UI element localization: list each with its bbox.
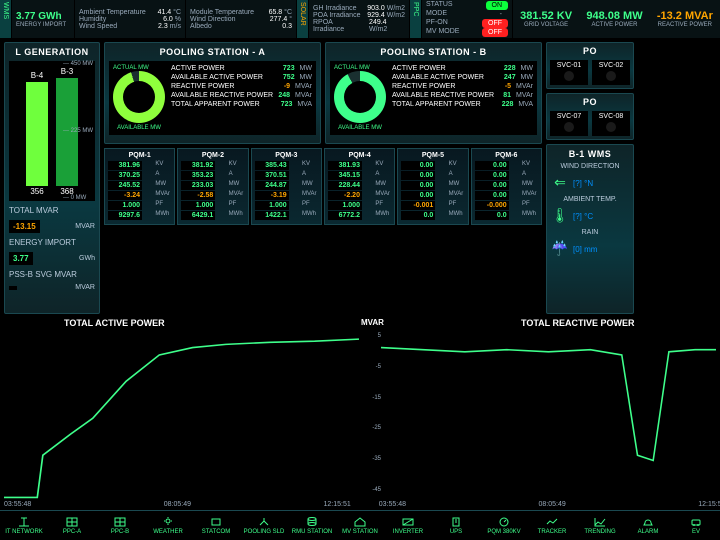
cyl-icon: [305, 516, 319, 528]
pool-stat: AVAILABLE ACTIVE POWER247 MW: [392, 74, 533, 81]
active-chart-title: TOTAL ACTIVE POWER: [64, 318, 165, 328]
trend-icon: [593, 516, 607, 528]
svc-indicator[interactable]: SVC-08: [592, 111, 630, 136]
donut-chart: [334, 71, 386, 123]
svc-indicator[interactable]: SVC-07: [550, 111, 588, 136]
wms-title: B-1 WMS: [551, 149, 629, 159]
network-icon: [17, 516, 31, 528]
pqm-card[interactable]: PQM-50.00KV0.00A0.00MW0.00MVAr-0.001PF0.…: [397, 148, 468, 225]
nav-mv-station[interactable]: MV STATION: [336, 511, 384, 540]
pool-stat: ACTIVE POWER228 MW: [392, 65, 533, 72]
nav-tracker[interactable]: TRACKER: [528, 511, 576, 540]
center-column: POOLING STATION - AACTUAL MWAVAILABLE MW…: [104, 42, 542, 314]
charts-area: TOTAL ACTIVE POWER 03:55:4808:05:4912:15…: [0, 318, 720, 508]
weather-icon: [161, 516, 175, 528]
nav-trending[interactable]: TRENDING: [576, 511, 624, 540]
nav-ev[interactable]: EV: [672, 511, 720, 540]
right-column: PO SVC-01SVC-02 PO SVC-07SVC-08 B-1 WMS …: [546, 42, 634, 314]
nav-pooling-sld[interactable]: POOLING SLD: [240, 511, 288, 540]
pqm-grid: PQM-1381.96KV370.25A245.52MW-3.24MVAr1.0…: [104, 148, 542, 225]
energy-import-block: 3.77 GWh ENERGY IMPORT: [12, 0, 74, 38]
pqm-card[interactable]: PQM-60.00KV0.00A0.00MW0.00MVAr-0.000PF0.…: [471, 148, 542, 225]
energy-import-label: ENERGY IMPORT: [16, 22, 70, 28]
track-icon: [545, 516, 559, 528]
wms-icon: 🌡: [551, 207, 569, 225]
pqm-card[interactable]: PQM-4381.93KV345.15A228.44MW-2.20MVAr1.0…: [324, 148, 395, 225]
wms-icon: ☔: [551, 240, 569, 258]
pool-stat: AVAILABLE REACTIVE POWER81 MVAr: [392, 92, 533, 99]
split-icon: [257, 516, 271, 528]
wms-reading: AMBIENT TEMP.: [551, 196, 629, 203]
pooling-panel: POOLING STATION - AACTUAL MWAVAILABLE MW…: [104, 42, 321, 144]
ev-icon: [689, 516, 703, 528]
pooling-panel: POOLING STATION - BACTUAL MWAVAILABLE MW…: [325, 42, 542, 144]
wms-icon: ⇐: [551, 174, 569, 192]
nav-it-network[interactable]: IT NETWORK: [0, 511, 48, 540]
main-content: L GENERATION B-4356B-3368 --- 450 MW--- …: [0, 38, 720, 318]
inv-icon: [401, 516, 415, 528]
generation-title: L GENERATION: [9, 47, 95, 57]
pqm-card[interactable]: PQM-2381.92KV353.23A233.03MW-2.58MVAr1.0…: [177, 148, 248, 225]
house-icon: [353, 516, 367, 528]
pool-stat: TOTAL APPARENT POWER228 MVA: [392, 101, 533, 108]
pool-stat: ACTIVE POWER723 MW: [171, 65, 312, 72]
box-icon: [209, 516, 223, 528]
nav-alarm[interactable]: ALARM: [624, 511, 672, 540]
nav-rmu-station[interactable]: RMU STATION: [288, 511, 336, 540]
solar-block: GH Irradiance903.0 W/m2POA Irradiance929…: [309, 0, 409, 38]
svc-indicator[interactable]: SVC-01: [550, 60, 588, 85]
generation-bars: B-4356B-3368 --- 450 MW--- 225 MW--- 0 M…: [9, 61, 95, 201]
ppc-block: STATUSONMODE-PF-ONOFFMV MODEOFF: [422, 0, 512, 38]
grid-icon: [113, 516, 127, 528]
wms-panel: B-1 WMS WIND DIRECTION⇐[?] °NAMBIENT TEM…: [546, 144, 634, 314]
ppc-tag: PPC: [410, 0, 421, 38]
gen-stat-row: ENERGY IMPORT: [9, 238, 95, 247]
gen-bar: B-4356: [26, 65, 48, 197]
big-readouts: 381.52 KVGRID VOLTAGE948.08 MWACTIVE POW…: [513, 0, 720, 38]
reactive-chart-title: TOTAL REACTIVE POWER: [521, 318, 635, 328]
nav-weather[interactable]: WEATHER: [144, 511, 192, 540]
solar-tag: SOLAR: [297, 0, 308, 38]
nav-ups[interactable]: UPS: [432, 511, 480, 540]
pool-stat: AVAILABLE REACTIVE POWER248 MVAr: [171, 92, 312, 99]
grid-icon: [65, 516, 79, 528]
reactive-ylabel: MVAR: [361, 318, 384, 327]
nav-ppc-b[interactable]: PPC-B: [96, 511, 144, 540]
nav-pqm-380kv[interactable]: PQM 380KV: [480, 511, 528, 540]
pool-stat: AVAILABLE ACTIVE POWER752 MW: [171, 74, 312, 81]
active-power-chart: TOTAL ACTIVE POWER 03:55:4808:05:4912:15…: [4, 318, 359, 508]
pool-stat: TOTAL APPARENT POWER723 MVA: [171, 101, 312, 108]
donut-chart: [113, 71, 165, 123]
bell-icon: [641, 516, 655, 528]
svc-top-title: PO: [550, 46, 630, 56]
meter-icon: [497, 516, 511, 528]
pqm-card[interactable]: PQM-1381.96KV370.25A245.52MW-3.24MVAr1.0…: [104, 148, 175, 225]
pqm-card[interactable]: PQM-3385.43KV370.51A244.87MW-3.19MVAr1.0…: [251, 148, 322, 225]
gen-stat-row: PSS-B SVG MVAR: [9, 270, 95, 279]
svc-bot-title: PO: [550, 97, 630, 107]
gen-stat-row: TOTAL MVAR: [9, 206, 95, 215]
nav-inverter[interactable]: INVERTER: [384, 511, 432, 540]
svc-top-panel: PO SVC-01SVC-02: [546, 42, 634, 89]
pool-stat: REACTIVE POWER-9 MVAr: [171, 83, 312, 90]
wms-reading: WIND DIRECTION: [551, 163, 629, 170]
generation-panel: L GENERATION B-4356B-3368 --- 450 MW--- …: [4, 42, 100, 314]
wms-tag: WMS: [0, 0, 11, 38]
ambient-block: Ambient Temperature41.4 °CHumidity6.0 %W…: [75, 0, 185, 38]
nav-ppc-a[interactable]: PPC-A: [48, 511, 96, 540]
energy-import-value: 3.77 GWh: [16, 11, 70, 22]
wms-reading: RAIN: [551, 229, 629, 236]
top-status-bar: WMS 3.77 GWh ENERGY IMPORT Ambient Tempe…: [0, 0, 720, 38]
reactive-power-chart: MVAR TOTAL REACTIVE POWER 5-5-15-25-35-4…: [361, 318, 716, 508]
module-block: Module Temperature65.8 °CWind Direction2…: [186, 0, 296, 38]
svc-indicator[interactable]: SVC-02: [592, 60, 630, 85]
pool-stat: REACTIVE POWER-5 MVAr: [392, 83, 533, 90]
svc-bot-panel: PO SVC-07SVC-08: [546, 93, 634, 140]
ups-icon: [449, 516, 463, 528]
bottom-nav: IT NETWORKPPC-APPC-BWEATHERSTATCOMPOOLIN…: [0, 510, 720, 540]
nav-statcom[interactable]: STATCOM: [192, 511, 240, 540]
